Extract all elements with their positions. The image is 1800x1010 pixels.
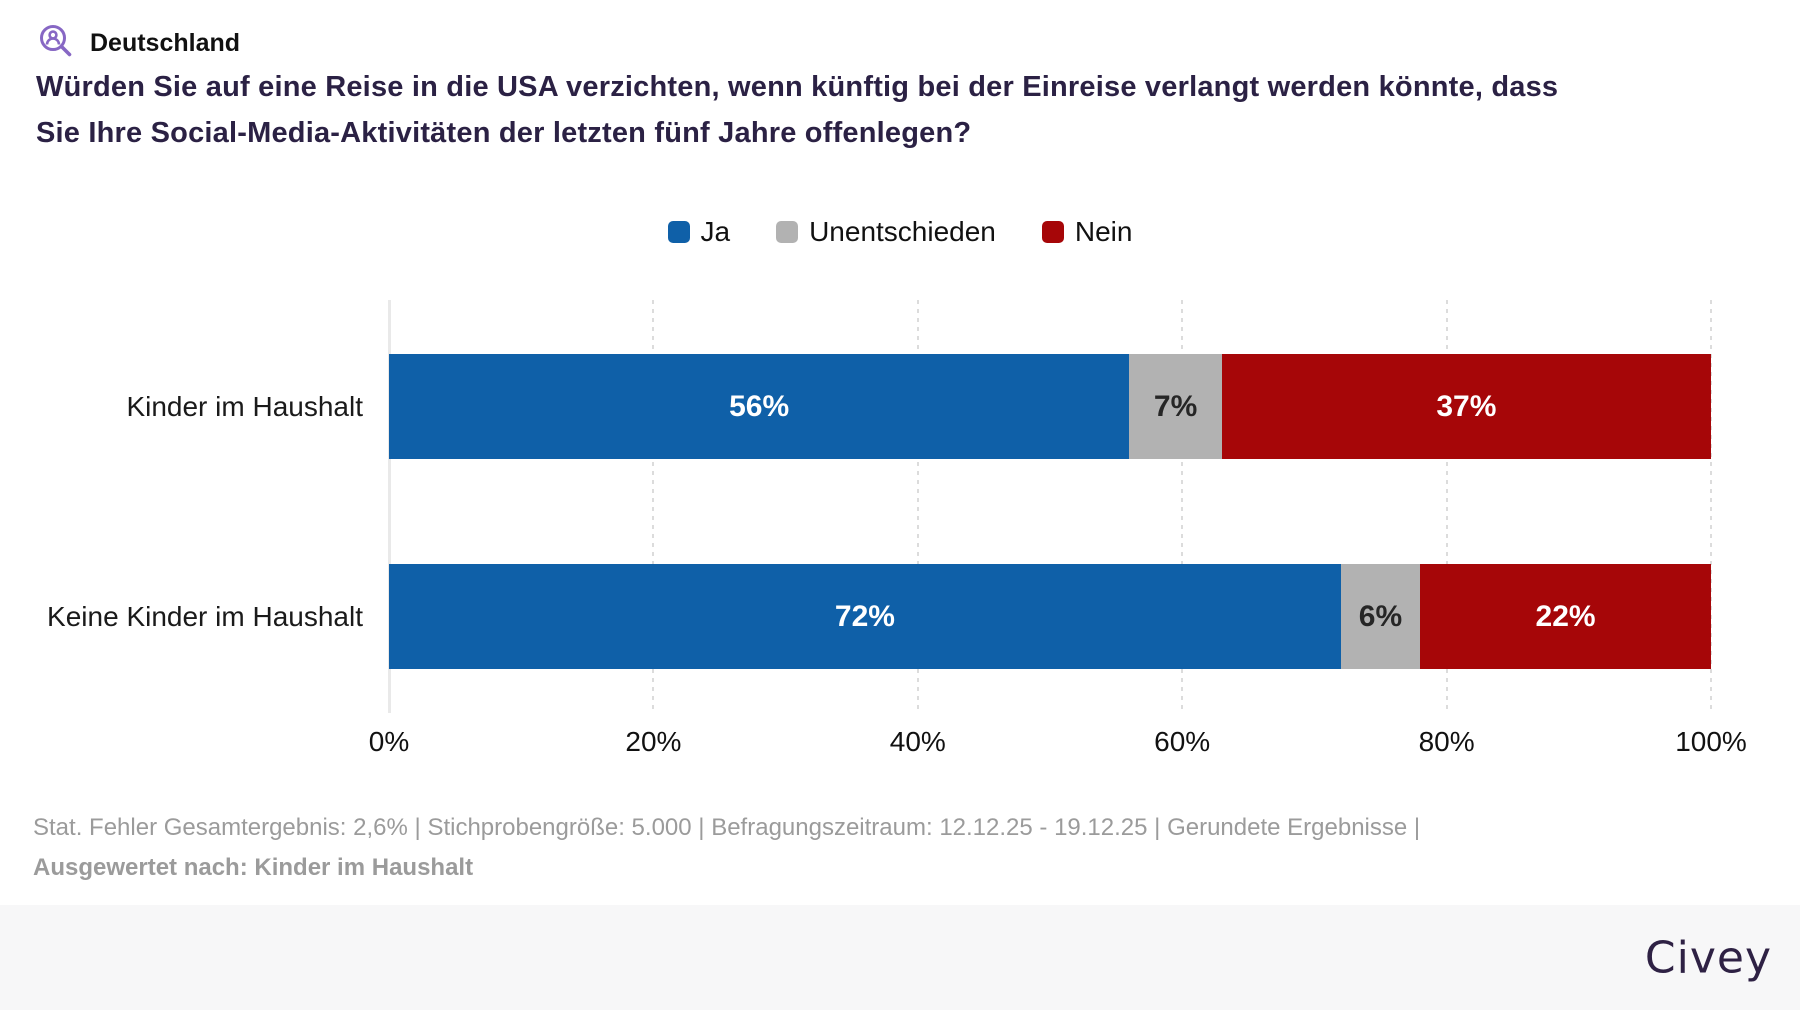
bar-value-label: 56% bbox=[729, 389, 790, 423]
category-label: Keine Kinder im Haushalt bbox=[47, 600, 363, 632]
legend-item: Nein bbox=[1041, 216, 1133, 248]
x-tick-label: 80% bbox=[1418, 726, 1475, 757]
separator: | bbox=[1147, 814, 1168, 841]
bar-segment-unentschieden: 6% bbox=[1340, 564, 1421, 669]
bar-segment-ja: 72% bbox=[389, 564, 1341, 669]
bar-segment-nein: 37% bbox=[1221, 354, 1711, 459]
gridline bbox=[652, 300, 655, 713]
axis-baseline bbox=[388, 300, 391, 713]
legend-swatch bbox=[667, 221, 690, 243]
legend-label: Nein bbox=[1074, 216, 1133, 247]
gridline bbox=[916, 300, 919, 713]
x-tick-label: 20% bbox=[625, 726, 682, 757]
bar-segment-unentschieden: 7% bbox=[1129, 354, 1222, 459]
bar-row: 72% 6% 22% bbox=[389, 564, 1711, 669]
bar-value-label: 22% bbox=[1535, 599, 1596, 633]
legend-swatch bbox=[776, 221, 799, 243]
methodology-segment: Ausgewertet nach: Kinder im Haushalt bbox=[33, 854, 474, 881]
separator: | bbox=[407, 814, 428, 841]
plot-area: 56% 7% 37% 72% 6% 22% bbox=[388, 300, 1712, 713]
bar-value-label: 6% bbox=[1358, 599, 1403, 633]
methodology-note: Stat. Fehler Gesamtergebnis: 2,6% | Stic… bbox=[33, 808, 1538, 888]
gridline bbox=[1445, 300, 1448, 713]
legend-label: Unentschieden bbox=[809, 216, 996, 247]
methodology-segment: Befragungszeitraum: 12.12.25 - 19.12.25 bbox=[711, 814, 1148, 841]
legend-item: Unentschieden bbox=[776, 216, 996, 248]
audience-search-icon bbox=[36, 22, 78, 64]
separator: | bbox=[1407, 814, 1421, 841]
bar-segment-nein: 22% bbox=[1420, 564, 1711, 669]
x-tick-label: 40% bbox=[889, 726, 946, 757]
x-tick-label: 0% bbox=[368, 726, 410, 757]
bar-value-label: 72% bbox=[834, 599, 895, 633]
civey-logo: Civey bbox=[1644, 932, 1772, 983]
gridline bbox=[1181, 300, 1184, 713]
legend-label: Ja bbox=[700, 216, 731, 247]
region-header: Deutschland bbox=[36, 22, 240, 64]
bar-value-label: 7% bbox=[1153, 389, 1198, 423]
x-tick-label: 100% bbox=[1675, 726, 1747, 757]
methodology-segment: Stat. Fehler Gesamtergebnis: 2,6% bbox=[33, 814, 408, 841]
category-label: Kinder im Haushalt bbox=[126, 390, 363, 422]
gridline bbox=[1710, 300, 1712, 713]
x-tick-label: 60% bbox=[1154, 726, 1211, 757]
brand-band: Civey bbox=[0, 905, 1800, 1010]
legend-swatch bbox=[1041, 221, 1064, 243]
bar-value-label: 37% bbox=[1436, 389, 1497, 423]
separator: | bbox=[691, 814, 712, 841]
bar-row: 56% 7% 37% bbox=[389, 354, 1711, 459]
chart-legend: Ja Unentschieden Nein bbox=[0, 216, 1800, 248]
region-label: Deutschland bbox=[90, 28, 241, 57]
methodology-segment: Gerundete Ergebnisse bbox=[1167, 814, 1408, 841]
bar-segment-ja: 56% bbox=[389, 354, 1130, 459]
question-title: Würden Sie auf eine Reise in die USA ver… bbox=[36, 71, 1559, 149]
legend-item: Ja bbox=[667, 216, 731, 248]
methodology-segment: Stichprobengröße: 5.000 bbox=[427, 814, 692, 841]
x-axis: 0% 20% 40% 60% 80% 100% bbox=[369, 726, 1747, 766]
